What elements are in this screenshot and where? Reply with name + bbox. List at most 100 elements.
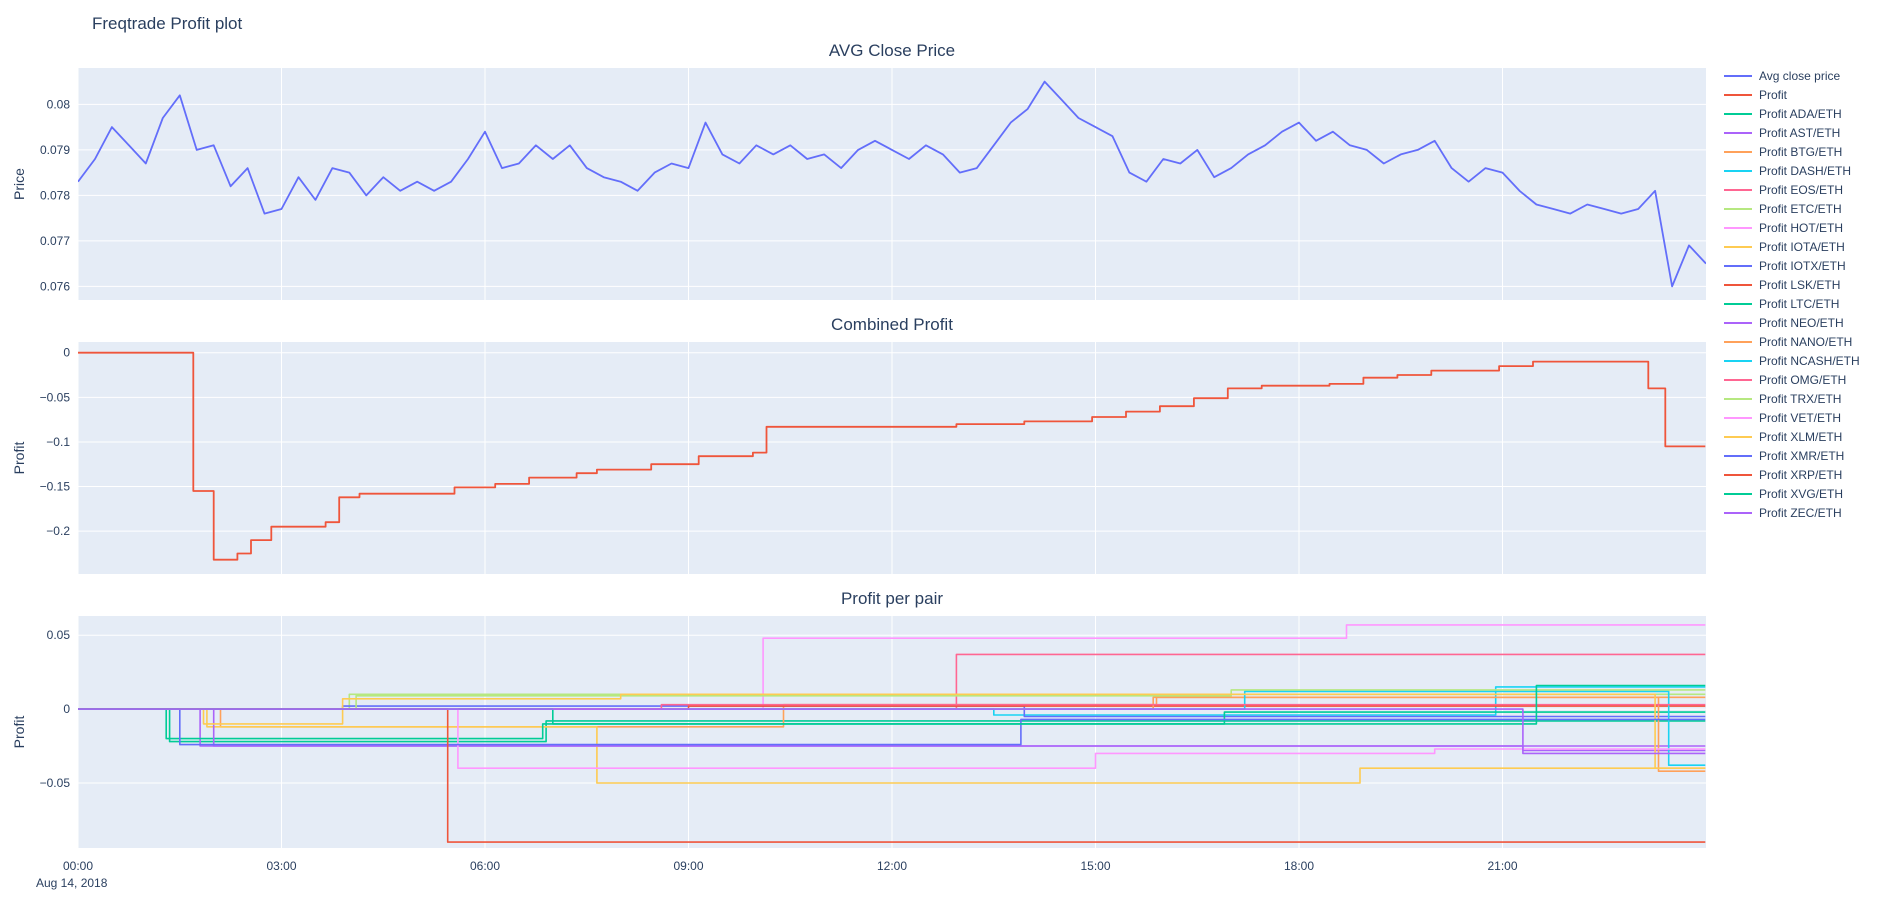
charts-column: AVG Close Price 0.076 0.077 0.078 0.079 0.08… [0,38,1710,892]
avg-close-price-title: AVG Close Price [828,41,956,60]
x-tick-label: 09:00 [673,859,703,873]
legend-item-label: Profit LTC/ETH [1759,296,1840,311]
legend-item[interactable]: Profit EOS/ETH [1724,180,1896,199]
legend-line-swatch [1724,150,1752,153]
subplot-combined-profit: Combined Profit 0 −0.05 −0.1 −0.15 −0.2 Profi… [0,312,1710,578]
combined-profit-title: Combined Profit [831,315,953,334]
legend-item[interactable]: Profit DASH/ETH [1724,161,1896,180]
series-profit-iota-eth [78,708,1706,784]
y-axis-title: Profit [11,716,27,749]
legend-item[interactable]: Profit XMR/ETH [1724,446,1896,465]
legend-line-swatch [1724,74,1752,77]
series-avg-close-price [78,80,1706,288]
legend-item[interactable]: Profit HOT/ETH [1724,218,1896,237]
legend-item[interactable]: Profit [1724,85,1896,104]
y-tick-label: 0.078 [40,188,70,202]
legend-item[interactable]: Profit NEO/ETH [1724,313,1896,332]
plot-layout: AVG Close Price 0.076 0.077 0.078 0.079 0.08… [0,38,1896,892]
series-profit-zec-eth [78,708,1706,755]
legend-line-swatch [1724,416,1752,419]
legend-item-label: Profit BTG/ETH [1759,144,1843,159]
legend-item-label: Profit XVG/ETH [1759,486,1844,501]
legend-item-label: Profit XMR/ETH [1759,448,1845,463]
legend-line-swatch [1724,359,1752,362]
legend-line-swatch [1724,321,1752,324]
legend-line-swatch [1724,492,1752,495]
legend: Avg close price Profit Profit ADA/ETH Profi… [1710,38,1896,522]
y-tick-label: −0.05 [40,390,71,404]
y-tick-label: 0.076 [40,279,70,293]
legend-item[interactable]: Profit NANO/ETH [1724,332,1896,351]
y-tick-label: −0.1 [46,435,70,449]
legend-item-label: Profit LSK/ETH [1759,277,1841,292]
profit-per-pair-title: Profit per pair [840,589,944,608]
legend-item-label: Profit XLM/ETH [1759,429,1843,444]
legend-item[interactable]: Profit LTC/ETH [1724,294,1896,313]
legend-line-swatch [1724,226,1752,229]
y-tick-label: 0.079 [40,143,70,157]
legend-item-label: Profit VET/ETH [1759,410,1842,425]
x-tick-label: 03:00 [266,859,296,873]
x-tick-label: 00:00 [63,859,93,873]
x-tick-label: 18:00 [1284,859,1314,873]
legend-item[interactable]: Profit AST/ETH [1724,123,1896,142]
legend-line-swatch [1724,169,1752,172]
legend-item[interactable]: Profit XVG/ETH [1724,484,1896,503]
x-tick-label: 15:00 [1080,859,1110,873]
legend-line-swatch [1724,207,1752,210]
legend-item-label: Profit HOT/ETH [1759,220,1844,235]
series-profit [78,351,1706,561]
y-tick-label: 0 [63,346,70,360]
legend-item-label: Profit AST/ETH [1759,125,1841,140]
legend-line-swatch [1724,283,1752,286]
x-tick-label: 21:00 [1487,859,1517,873]
y-tick-label: 0.08 [47,97,71,111]
profit-per-pair-chart[interactable]: 0.05 0 −0.05 Profit 00:00 03:00 06:00 09:00 12:0… [0,612,1710,892]
page-title: Freqtrade Profit plot [92,14,243,33]
series-profit-vet-eth [78,708,1706,769]
legend-line-swatch [1724,397,1752,400]
legend-line-swatch [1724,112,1752,115]
legend-line-swatch [1724,245,1752,248]
avg-close-price-chart[interactable]: 0.076 0.077 0.078 0.079 0.08 Price [0,64,1710,304]
series-profit-btg-eth [78,696,1706,728]
legend-item[interactable]: Profit IOTA/ETH [1724,237,1896,256]
legend-line-swatch [1724,378,1752,381]
legend-item[interactable]: Profit ZEC/ETH [1724,503,1896,522]
legend-item[interactable]: Profit ADA/ETH [1724,104,1896,123]
legend-item[interactable]: Profit OMG/ETH [1724,370,1896,389]
legend-item-label: Profit ZEC/ETH [1759,505,1842,520]
legend-item[interactable]: Profit IOTX/ETH [1724,256,1896,275]
legend-item-label: Profit NCASH/ETH [1759,353,1860,368]
legend-item[interactable]: Profit TRX/ETH [1724,389,1896,408]
legend-item[interactable]: Profit XRP/ETH [1724,465,1896,484]
legend-item-label: Profit IOTX/ETH [1759,258,1846,273]
legend-item[interactable]: Profit BTG/ETH [1724,142,1896,161]
y-axis-title: Price [11,168,27,200]
x-axis-date-label: Aug 14, 2018 [36,876,108,890]
legend-item-label: Profit NANO/ETH [1759,334,1853,349]
series-profit-xlm-eth [78,693,1706,769]
y-axis-title: Profit [11,442,27,475]
legend-item[interactable]: Profit LSK/ETH [1724,275,1896,294]
legend-line-swatch [1724,188,1752,191]
legend-line-swatch [1724,435,1752,438]
legend-item[interactable]: Profit ETC/ETH [1724,199,1896,218]
legend-line-swatch [1724,302,1752,305]
legend-item[interactable]: Profit XLM/ETH [1724,427,1896,446]
legend-item[interactable]: Avg close price [1724,66,1896,85]
legend-item-label: Profit [1759,87,1788,102]
legend-item-label: Profit TRX/ETH [1759,391,1842,406]
legend-line-swatch [1724,264,1752,267]
legend-line-swatch [1724,511,1752,514]
legend-item[interactable]: Profit VET/ETH [1724,408,1896,427]
y-tick-label: −0.05 [40,776,71,790]
legend-line-swatch [1724,340,1752,343]
combined-profit-chart[interactable]: 0 −0.05 −0.1 −0.15 −0.2 Profit [0,338,1710,578]
legend-item-label: Profit DASH/ETH [1759,163,1852,178]
legend-item-label: Profit NEO/ETH [1759,315,1844,330]
legend-item[interactable]: Profit NCASH/ETH [1724,351,1896,370]
legend-line-swatch [1724,131,1752,134]
y-tick-label: −0.15 [40,480,71,494]
